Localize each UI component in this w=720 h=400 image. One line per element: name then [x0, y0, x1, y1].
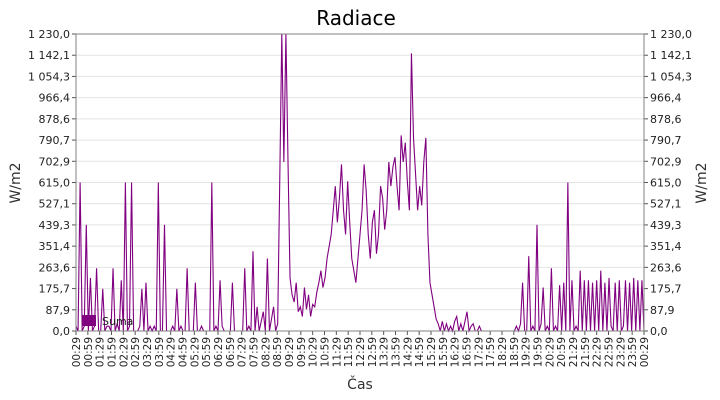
y-tick-label-right: 87,9 [650, 304, 675, 317]
y-tick-label-right: 175,7 [650, 283, 682, 296]
x-tick-label: 08:29 [260, 337, 272, 367]
x-tick-label: 11:29 [331, 337, 343, 367]
y-tick-label-right: 439,3 [650, 219, 682, 232]
x-tick-label: 13:29 [379, 337, 391, 367]
x-tick-label: 03:59 [154, 337, 166, 367]
x-tick-label: 02:29 [118, 337, 130, 367]
axes [72, 33, 648, 335]
y-tick-label-left: 0,0 [53, 325, 71, 338]
chart-title: Radiace [316, 6, 396, 30]
legend-swatch [82, 315, 96, 326]
x-tick-label: 22:29 [592, 337, 604, 367]
y-tick-label-right: 790,7 [650, 134, 682, 147]
legend: Suma [82, 315, 133, 328]
x-tick-label: 20:59 [556, 337, 568, 367]
y-tick-label-right: 702,9 [650, 155, 682, 168]
x-tick-label: 14:29 [402, 337, 414, 367]
x-tick-label: 15:29 [426, 337, 438, 367]
y-tick-labels-right: 0,0 87,9 175,7 263,6 351,4 439,3 527,1 615,0 702… [650, 28, 692, 338]
y-tick-label-right: 878,6 [650, 113, 682, 126]
y-tick-label-right: 1 230,0 [650, 28, 692, 41]
x-tick-label: 23:29 [615, 337, 627, 367]
x-tick-label: 19:59 [533, 337, 545, 367]
x-tick-label: 10:59 [320, 337, 332, 367]
x-tick-label: 23:59 [627, 337, 639, 367]
x-tick-label: 16:59 [462, 337, 474, 367]
x-tick-label: 16:29 [450, 337, 462, 367]
y-axis-label-right: W/m2 [694, 162, 710, 203]
x-tick-label: 12:29 [355, 337, 367, 367]
x-tick-label: 18:29 [497, 337, 509, 367]
y-tick-label-left: 527,1 [39, 198, 71, 211]
y-tick-label-right: 615,0 [650, 177, 682, 190]
x-tick-label: 00:29 [639, 337, 651, 367]
y-tick-label-right: 966,4 [650, 92, 682, 105]
y-tick-label-right: 1 054,3 [650, 70, 692, 83]
y-tick-label-left: 1 230,0 [28, 28, 70, 41]
y-tick-label-left: 175,7 [39, 283, 71, 296]
x-tick-label: 07:29 [237, 337, 249, 367]
y-tick-label-left: 790,7 [39, 134, 71, 147]
x-tick-label: 06:59 [225, 337, 237, 367]
y-tick-label-left: 351,4 [39, 240, 71, 253]
legend-label: Suma [102, 315, 133, 328]
x-tick-label: 02:59 [130, 337, 142, 367]
x-tick-label: 18:59 [509, 337, 521, 367]
x-tick-label: 07:59 [249, 337, 261, 367]
y-tick-label-left: 1 054,3 [28, 70, 70, 83]
x-tick-label: 05:59 [201, 337, 213, 367]
x-tick-label: 01:29 [95, 337, 107, 367]
x-tick-label: 11:59 [343, 337, 355, 367]
x-tick-label: 10:29 [308, 337, 320, 367]
y-tick-label-right: 527,1 [650, 198, 682, 211]
y-tick-label-right: 1 142,1 [650, 49, 692, 62]
x-tick-label: 22:59 [604, 337, 616, 367]
x-tick-label: 09:59 [296, 337, 308, 367]
x-tick-label: 17:29 [473, 337, 485, 367]
y-axis-label-left: W/m2 [8, 162, 24, 203]
x-tick-label: 17:59 [485, 337, 497, 367]
y-tick-label-left: 439,3 [39, 219, 71, 232]
x-tick-label: 14:59 [414, 337, 426, 367]
y-tick-label-right: 351,4 [650, 240, 682, 253]
x-tick-label: 19:29 [521, 337, 533, 367]
x-tick-label: 09:29 [284, 337, 296, 367]
y-tick-label-left: 878,6 [39, 113, 71, 126]
y-tick-label-right: 263,6 [650, 261, 682, 274]
y-tick-label-right: 0,0 [650, 325, 668, 338]
x-tick-label: 03:29 [142, 337, 154, 367]
x-tick-label: 00:59 [83, 337, 95, 367]
grid-lines [76, 33, 644, 311]
x-tick-label: 00:29 [71, 337, 83, 367]
plot-frame [75, 33, 645, 332]
x-tick-label: 15:59 [438, 337, 450, 367]
x-tick-label: 06:29 [213, 337, 225, 367]
x-tick-label: 05:29 [189, 337, 201, 367]
y-tick-label-left: 263,6 [39, 261, 71, 274]
x-tick-label: 12:59 [367, 337, 379, 367]
x-tick-label: 13:59 [391, 337, 403, 367]
x-tick-label: 20:29 [544, 337, 556, 367]
x-tick-label: 08:59 [272, 337, 284, 367]
x-tick-label: 04:29 [166, 337, 178, 367]
x-tick-label: 04:59 [178, 337, 190, 367]
x-tick-label: 21:59 [580, 337, 592, 367]
x-tick-label: 21:29 [568, 337, 580, 367]
y-tick-label-left: 615,0 [39, 177, 71, 190]
y-tick-label-left: 1 142,1 [28, 49, 70, 62]
y-tick-label-left: 966,4 [39, 92, 71, 105]
y-tick-label-left: 702,9 [39, 155, 71, 168]
x-tick-label: 01:59 [107, 337, 119, 367]
y-tick-label-left: 87,9 [46, 304, 71, 317]
y-tick-labels-left: 0,0 87,9 175,7 263,6 351,4 439,3 527,1 615,0 702… [28, 28, 70, 338]
x-axis-label: Čas [347, 375, 373, 393]
x-tick-labels: 00:29 00:59 01:29 01:59 02:29 02:59 03:29 03:59… [71, 337, 651, 367]
